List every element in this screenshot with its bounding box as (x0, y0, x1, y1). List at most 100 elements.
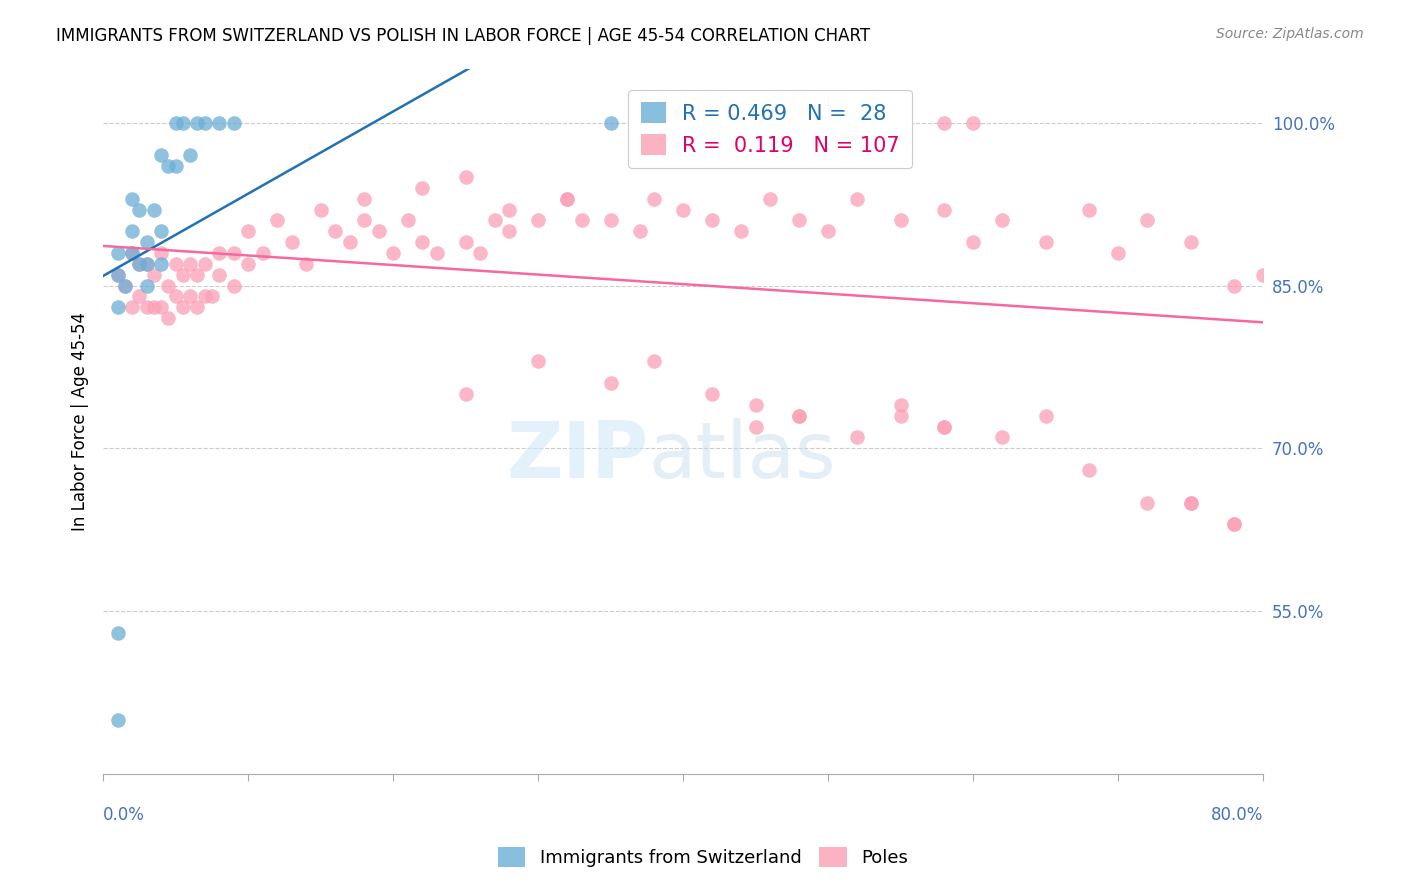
Point (991, 213, 1014, 227)
Point (498, 224, 520, 238)
Point (150, 224, 173, 238)
Point (702, 213, 724, 227)
Point (1078, 202, 1101, 217)
Point (890, 398, 912, 412)
Point (1223, 517, 1246, 532)
Point (172, 116, 194, 130)
Point (846, 116, 869, 130)
Point (157, 159, 180, 173)
Point (295, 257, 318, 271)
Point (165, 289, 187, 303)
Point (702, 116, 724, 130)
Point (527, 213, 550, 227)
Point (114, 278, 136, 293)
Point (194, 116, 217, 130)
Point (367, 224, 389, 238)
Point (238, 224, 260, 238)
Point (165, 159, 187, 173)
Point (1180, 235, 1202, 249)
Point (208, 268, 231, 282)
Point (135, 278, 157, 293)
Text: atlas: atlas (648, 418, 837, 494)
Text: ZIP: ZIP (506, 418, 648, 494)
Point (165, 116, 187, 130)
Point (787, 409, 810, 423)
Point (353, 192, 375, 206)
Text: 0.0%: 0.0% (103, 806, 145, 824)
Point (208, 246, 231, 260)
Point (107, 300, 129, 314)
Point (201, 289, 224, 303)
Text: 80.0%: 80.0% (1211, 806, 1264, 824)
Point (846, 192, 869, 206)
Point (599, 213, 621, 227)
Point (186, 116, 208, 130)
Point (527, 354, 550, 368)
Point (643, 116, 665, 130)
Point (128, 257, 150, 271)
Point (382, 246, 405, 260)
Point (571, 213, 593, 227)
Point (454, 387, 477, 401)
Point (186, 268, 208, 282)
Point (1078, 463, 1101, 477)
Point (890, 116, 912, 130)
Point (962, 116, 984, 130)
Point (787, 409, 810, 423)
Point (411, 181, 433, 195)
Point (1223, 278, 1246, 293)
Point (128, 202, 150, 217)
Point (470, 246, 492, 260)
Point (194, 289, 217, 303)
Point (1223, 517, 1246, 532)
Point (150, 257, 173, 271)
Point (107, 246, 129, 260)
Point (396, 213, 419, 227)
Point (150, 148, 173, 162)
Point (454, 169, 477, 184)
Point (107, 268, 129, 282)
Point (628, 224, 651, 238)
Point (135, 235, 157, 249)
Point (252, 246, 274, 260)
Point (934, 419, 956, 434)
Point (194, 257, 217, 271)
Point (339, 235, 361, 249)
Point (745, 398, 768, 412)
Point (107, 625, 129, 640)
Point (555, 192, 578, 206)
Point (745, 419, 768, 434)
Point (1136, 213, 1159, 227)
Point (186, 300, 208, 314)
Point (817, 116, 839, 130)
Point (672, 202, 695, 217)
Point (890, 213, 912, 227)
Point (121, 192, 143, 206)
Point (1180, 495, 1202, 509)
Point (643, 192, 665, 206)
Point (1253, 268, 1275, 282)
Point (150, 300, 173, 314)
Point (411, 235, 433, 249)
Point (179, 148, 201, 162)
Point (107, 268, 129, 282)
Point (238, 257, 260, 271)
Point (179, 289, 201, 303)
Point (157, 311, 180, 326)
Legend: R = 0.469   N =  28, R =  0.119   N = 107: R = 0.469 N = 28, R = 0.119 N = 107 (628, 89, 912, 169)
Point (484, 213, 506, 227)
Point (208, 116, 231, 130)
Point (121, 246, 143, 260)
Point (730, 224, 752, 238)
Point (759, 192, 782, 206)
Point (121, 246, 143, 260)
Point (107, 713, 129, 727)
Text: IMMIGRANTS FROM SWITZERLAND VS POLISH IN LABOR FORCE | AGE 45-54 CORRELATION CHA: IMMIGRANTS FROM SWITZERLAND VS POLISH IN… (56, 27, 870, 45)
Point (222, 116, 245, 130)
Legend: Immigrants from Switzerland, Poles: Immigrants from Switzerland, Poles (491, 839, 915, 874)
Point (142, 202, 165, 217)
Point (643, 354, 665, 368)
Point (128, 257, 150, 271)
Point (454, 235, 477, 249)
Point (934, 419, 956, 434)
